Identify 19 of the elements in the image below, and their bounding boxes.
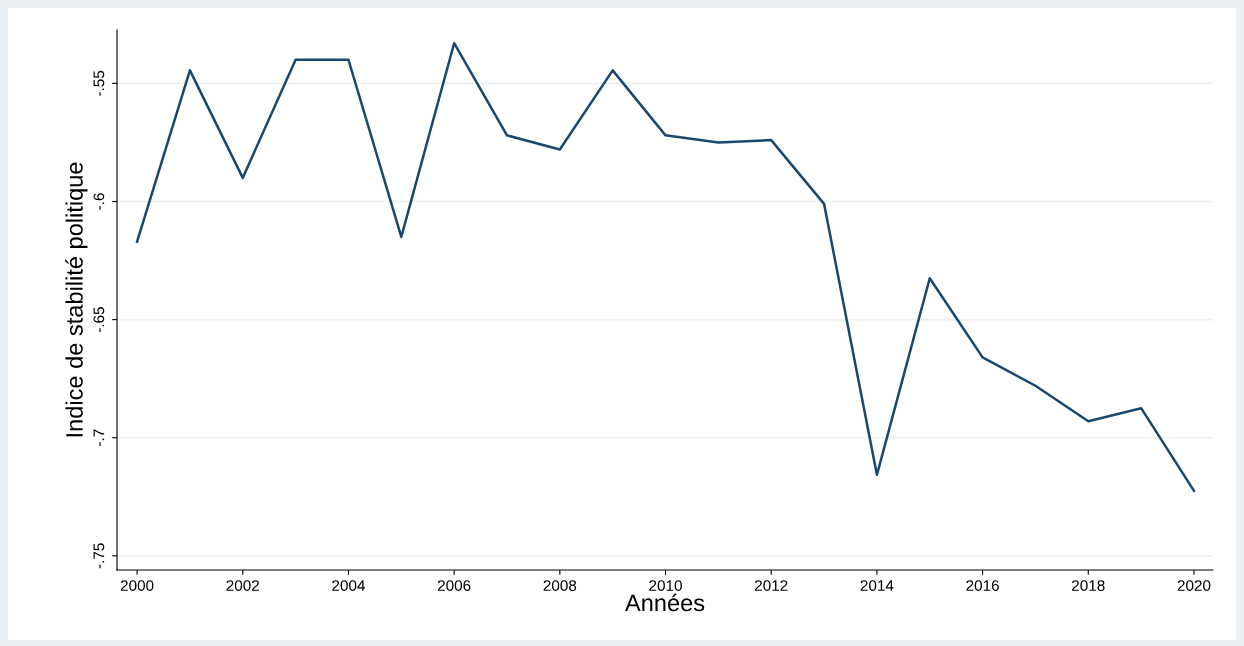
y-tick-label: -.65 [93, 307, 105, 333]
y-tick-label: -.55 [93, 70, 105, 96]
x-tick-label: 2012 [754, 580, 788, 591]
y-tick-label: -.7 [93, 429, 105, 446]
line-series [135, 41, 1196, 493]
y-tick-label: -.6 [93, 193, 105, 210]
x-tick-label: 2016 [966, 580, 999, 591]
y-tick-label: -.75 [93, 543, 105, 569]
x-tick-label: 2000 [120, 580, 154, 591]
x-tick-label: 2002 [226, 580, 259, 591]
x-tick-label: 2010 [649, 580, 682, 591]
x-tick-label: 2020 [1177, 580, 1211, 591]
x-tick-label: 2014 [860, 580, 894, 591]
x-tick-label: 2018 [1072, 580, 1105, 591]
x-axis-title: Années [625, 593, 705, 612]
x-tick-label: 2004 [332, 580, 366, 591]
x-tick-label: 2008 [543, 580, 577, 591]
y-axis-title: Indice de stabilité politique [65, 162, 88, 437]
x-tick-label: 2006 [437, 580, 471, 591]
